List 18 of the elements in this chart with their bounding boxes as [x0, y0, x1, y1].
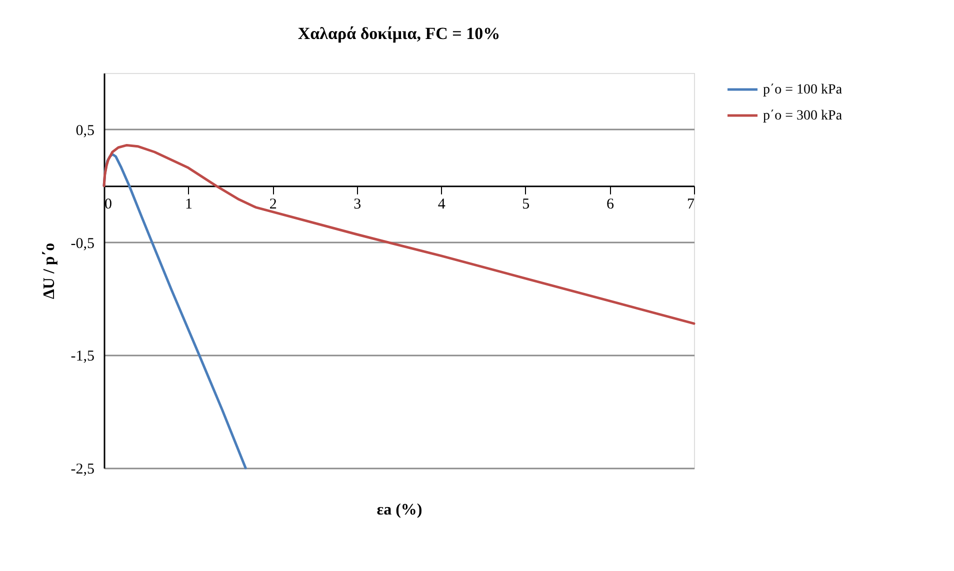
y-tick-label: -0,5 [70, 236, 94, 252]
legend-label: p΄o = 100 kPa [763, 82, 843, 98]
x-tick-label: 3 [354, 196, 362, 212]
x-tick-label: 1 [185, 196, 193, 212]
x-tick-label: 5 [522, 196, 530, 212]
chart-title: Χαλαρά δοκίμια, FC = 10% [298, 24, 500, 43]
y-tick-label: -1,5 [70, 348, 94, 365]
x-tick-label: 2 [269, 196, 277, 212]
x-tick-label: 6 [606, 196, 614, 212]
x-tick-label: 7 [687, 196, 695, 212]
x-tick-label: 0 [104, 196, 112, 212]
y-axis-title: ΔU / p΄o [40, 242, 58, 300]
y-tick-label: 0,5 [76, 122, 94, 139]
x-axis-title: εa (%) [376, 502, 422, 518]
legend-label: p΄o = 300 kPa [763, 108, 843, 124]
line-series [102, 144, 696, 325]
y-tick-label: -2,5 [70, 462, 94, 478]
x-tick-label: 4 [438, 196, 446, 212]
